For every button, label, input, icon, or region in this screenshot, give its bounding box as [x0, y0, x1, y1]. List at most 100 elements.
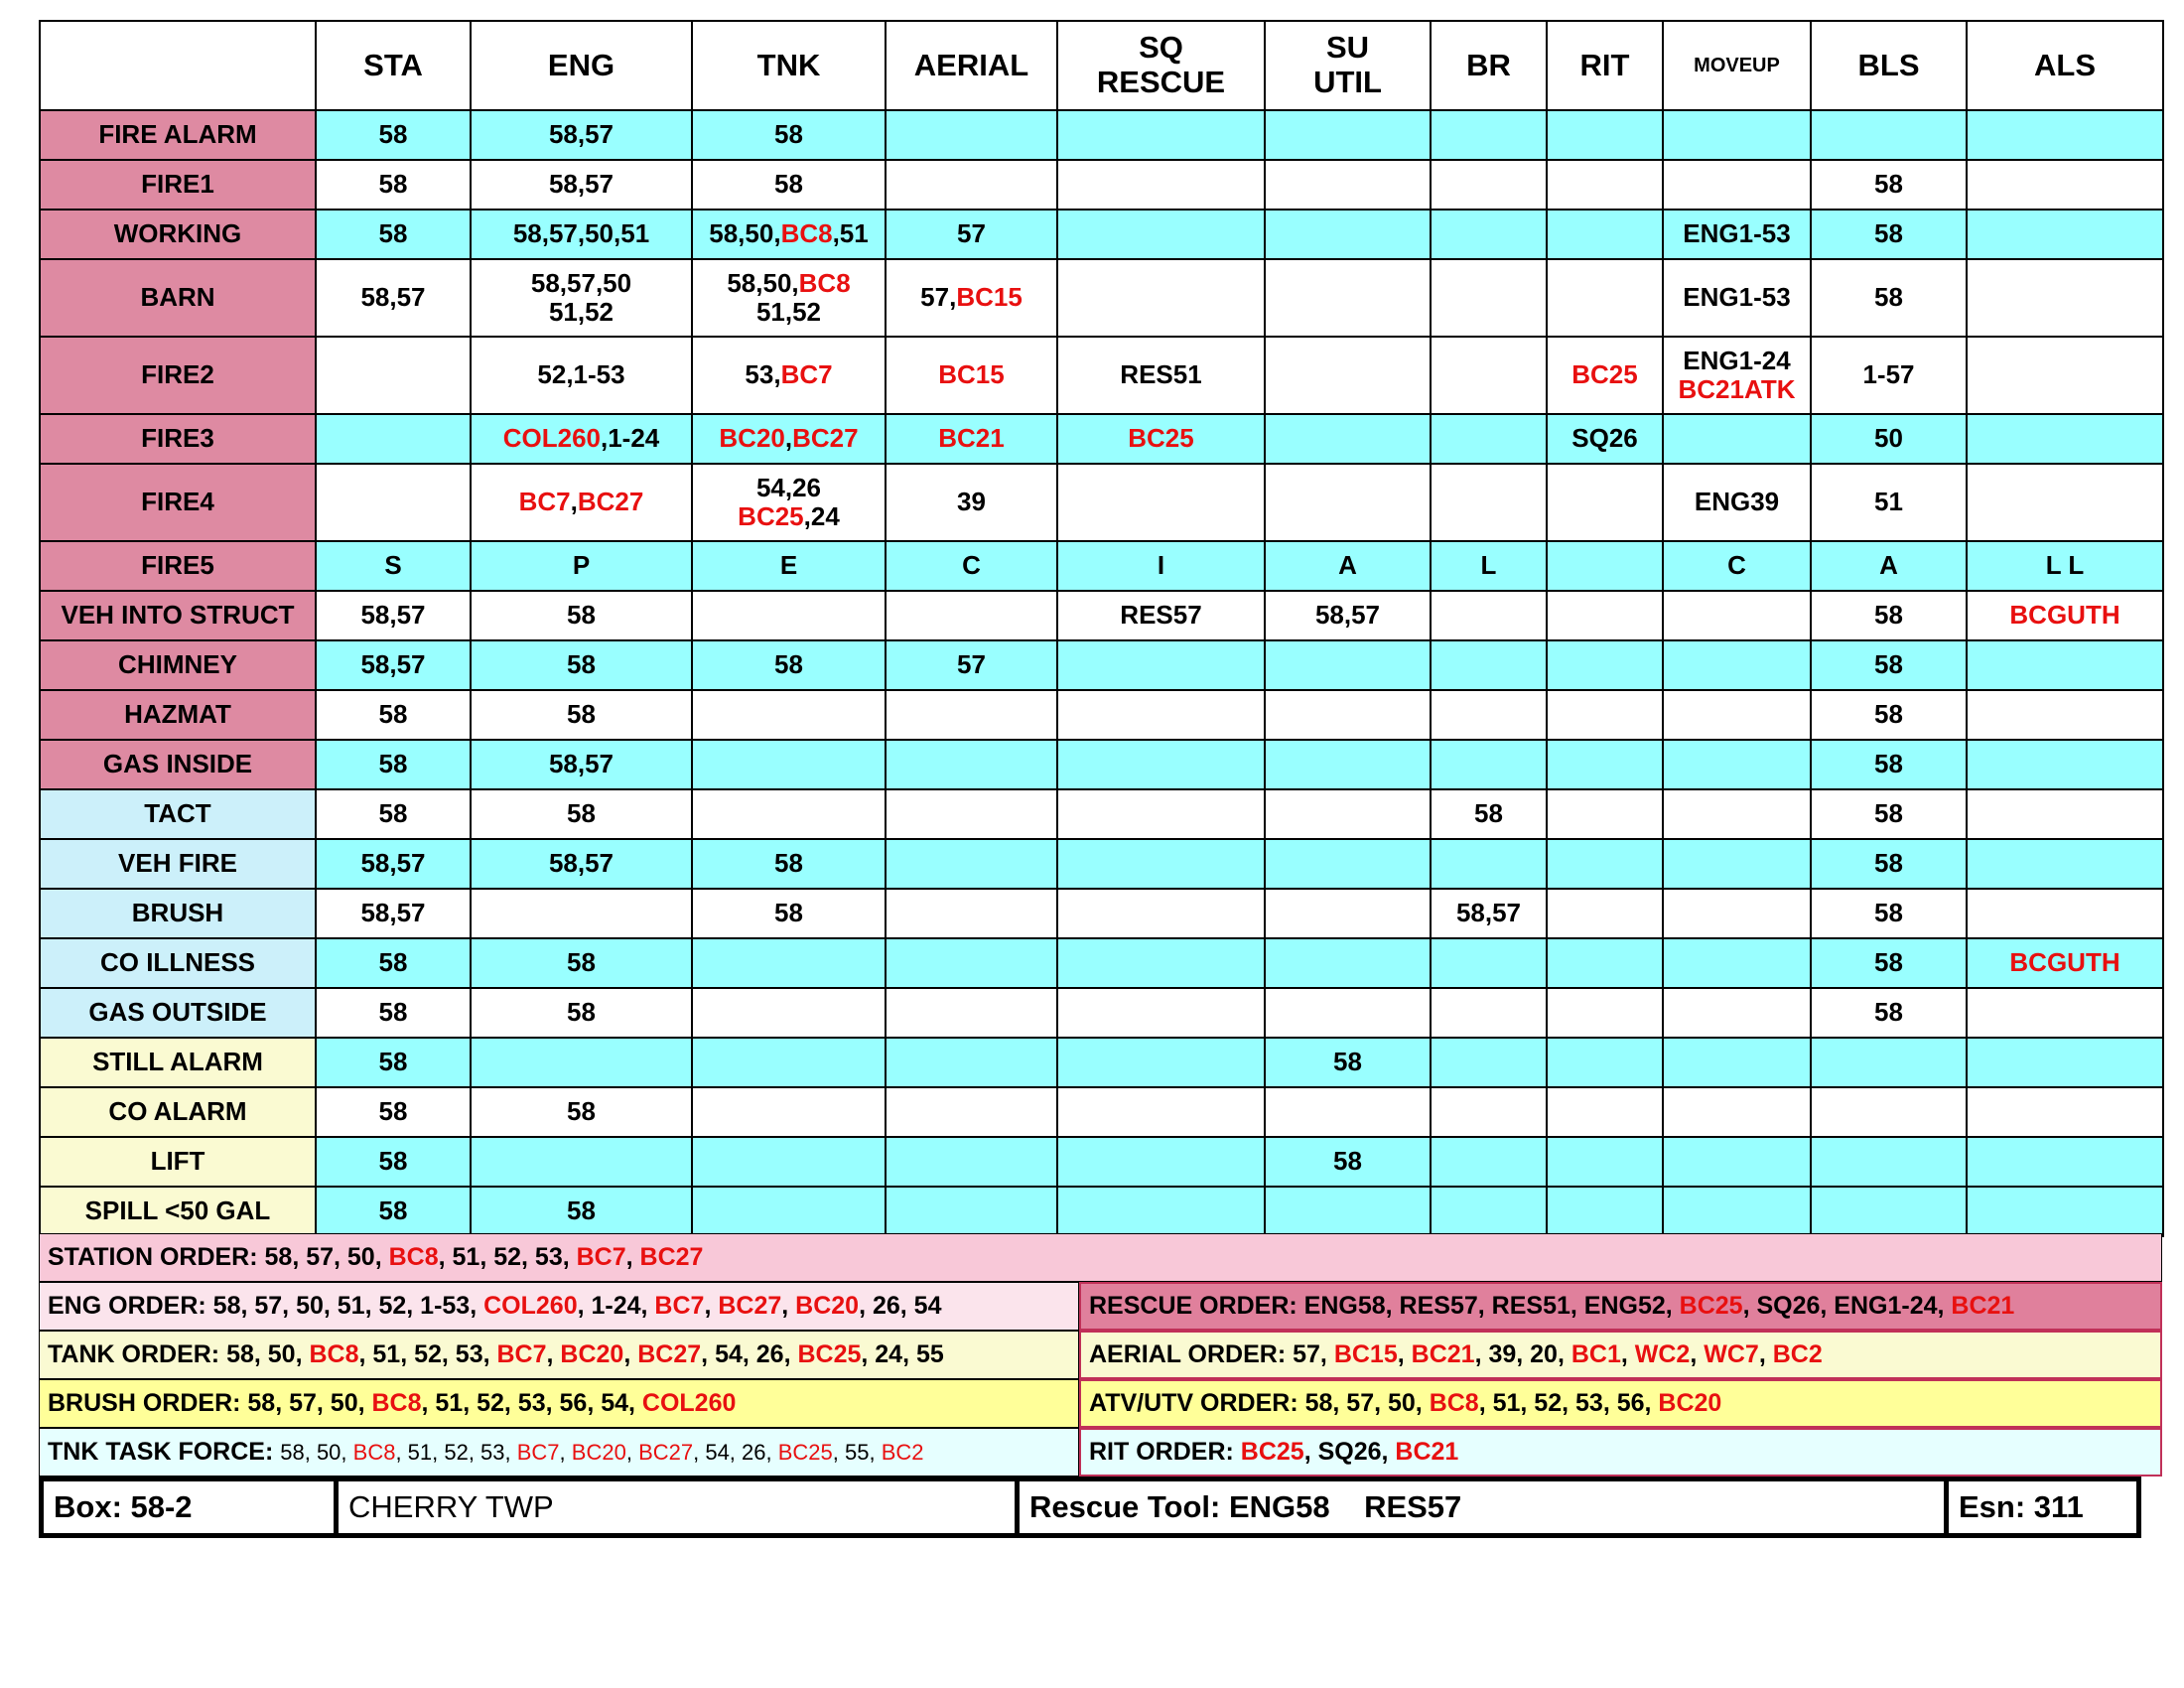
cell: [885, 838, 1058, 890]
cell: 58,57: [1264, 590, 1432, 641]
red-text: BC20: [571, 1439, 626, 1465]
cell: C: [885, 540, 1058, 592]
order-line: TANK ORDER: 58, 50, BC8, 51, 52, 53, BC7…: [39, 1331, 1079, 1379]
cell: [1966, 739, 2164, 790]
red-text: BC21: [1411, 1340, 1475, 1368]
row-label: LIFT: [39, 1136, 317, 1188]
red-text: BC7: [654, 1292, 705, 1320]
cell: [1546, 159, 1664, 211]
cell: [1056, 739, 1266, 790]
cell: [1430, 937, 1548, 989]
cell: 57: [885, 639, 1058, 691]
cell: SQ26: [1546, 413, 1664, 465]
cell: [1056, 1186, 1266, 1237]
cell: 58: [470, 639, 693, 691]
cell: 58: [315, 209, 472, 260]
cell: 58: [691, 838, 887, 890]
row-label: VEH FIRE: [39, 838, 317, 890]
text: 58: [567, 947, 596, 978]
text: 58: [378, 1047, 408, 1077]
order-line: RESCUE ORDER: ENG58, RES57, RES51, ENG52…: [1079, 1282, 2162, 1331]
cell: [1264, 463, 1432, 542]
cell: 58: [1810, 888, 1968, 939]
text: 58,57: [548, 749, 614, 779]
text: TANK ORDER: 58, 50,: [48, 1340, 310, 1368]
cell: L L: [1966, 540, 2164, 592]
row-label: GAS OUTSIDE: [39, 987, 317, 1039]
orders: STATION ORDER: 58, 57, 50, BC8, 51, 52, …: [39, 1233, 2162, 1477]
row-label: FIRE2: [39, 336, 317, 415]
cell: 39: [885, 463, 1058, 542]
cell: [1966, 1086, 2164, 1138]
cell: [1662, 689, 1812, 741]
cell: 52,1-53: [470, 336, 693, 415]
text: 58,50,: [727, 267, 799, 298]
text: 58,57: [548, 119, 614, 150]
text: C: [962, 550, 981, 581]
cell: [1662, 987, 1812, 1039]
cell: [1662, 1037, 1812, 1088]
red-text: COL260: [641, 1389, 737, 1417]
cell: 1-57: [1810, 336, 1968, 415]
cell: 58,57,50 51,52: [470, 258, 693, 338]
cell: [1546, 209, 1664, 260]
row-label: CHIMNEY: [39, 639, 317, 691]
table-row: FIRE3 COL260,1-24 BC20,BC27 BC21 BC25 SQ26 50: [39, 413, 2164, 465]
row-label: HAZMAT: [39, 689, 317, 741]
red-text: BC15: [956, 282, 1023, 313]
cell: [1662, 888, 1812, 939]
right-orders: RESCUE ORDER: ENG58, RES57, RES51, ENG52…: [1079, 1282, 2162, 1477]
footer: Box: 58-2 CHERRY TWP Rescue Tool: ENG58 …: [39, 1477, 2141, 1538]
text: 58,57: [1455, 898, 1522, 928]
cell: BCGUTH: [1966, 590, 2164, 641]
cell: ENG1-53: [1662, 258, 1812, 338]
cell: [1966, 788, 2164, 840]
cell: [1264, 258, 1432, 338]
cell: [1264, 109, 1432, 161]
text: RES51: [1120, 359, 1202, 390]
text: 58: [1874, 218, 1903, 249]
cell: [1430, 590, 1548, 641]
text: , 1-24,: [577, 1292, 655, 1320]
cell: 58: [315, 1186, 472, 1237]
cell: 58: [315, 159, 472, 211]
cell: [1546, 639, 1664, 691]
cell: [1056, 888, 1266, 939]
cell: 58: [1264, 1037, 1432, 1088]
red-text: BC20: [560, 1340, 624, 1368]
cell: 58: [1810, 838, 1968, 890]
text: 58: [378, 218, 408, 249]
cell: [1966, 463, 2164, 542]
cell: ENG39: [1662, 463, 1812, 542]
text: 1-57: [1862, 359, 1915, 390]
row-label: CO ILLNESS: [39, 937, 317, 989]
red-text: BC8: [780, 218, 833, 249]
text: 54,26: [755, 472, 822, 502]
red-text: WC7: [1704, 1340, 1759, 1368]
red-text: BC7: [516, 1439, 560, 1465]
text: L L: [2045, 550, 2085, 581]
text: 58: [774, 169, 803, 200]
dispatch-table: STA ENG TNK AERIAL SQ RESCUE SU UTIL BR RIT MOVE…: [39, 20, 2164, 1237]
text: 58,57: [1314, 600, 1381, 631]
cell: 53,BC7: [691, 336, 887, 415]
cell: 58: [470, 1086, 693, 1138]
row-label: BRUSH: [39, 888, 317, 939]
cell: ENG1-53: [1662, 209, 1812, 260]
column-header: ALS: [1966, 20, 2164, 111]
cell: [1966, 336, 2164, 415]
cell: [1264, 639, 1432, 691]
text: , 24, 55: [861, 1340, 944, 1368]
cell: 58: [1810, 159, 1968, 211]
text: ,: [623, 1340, 638, 1368]
cell: [1546, 987, 1664, 1039]
text: 58: [1874, 649, 1903, 680]
table-row: FIRE ALARM 58 58,57 58: [39, 109, 2164, 161]
text: 58,57: [360, 649, 426, 680]
cell: 58: [470, 937, 693, 989]
cell: [691, 788, 887, 840]
row-label: TACT: [39, 788, 317, 840]
cell: 58: [1810, 788, 1968, 840]
text: 58,57: [360, 848, 426, 879]
row-label: CO ALARM: [39, 1086, 317, 1138]
